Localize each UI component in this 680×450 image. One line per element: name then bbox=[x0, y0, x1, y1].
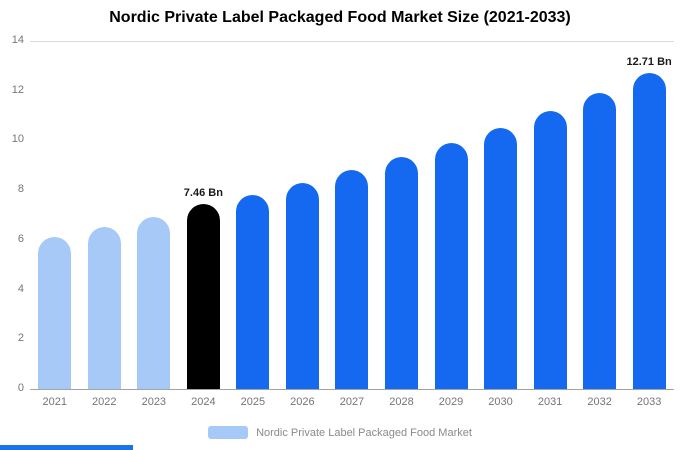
x-tick-label-2022: 2022 bbox=[92, 396, 117, 408]
bar-2021 bbox=[38, 237, 72, 389]
bar-column-2025 bbox=[228, 41, 278, 389]
bar-2025 bbox=[236, 195, 270, 389]
y-tick-label-2: 2 bbox=[17, 332, 24, 345]
bar-2022 bbox=[87, 227, 121, 389]
x-tick-label-2030: 2030 bbox=[488, 396, 513, 408]
bar-2029 bbox=[434, 143, 468, 389]
y-tick-label-6: 6 bbox=[17, 232, 24, 245]
y-tick-label-4: 4 bbox=[17, 282, 24, 295]
x-tick-label-2026: 2026 bbox=[290, 396, 315, 408]
bar-2026 bbox=[285, 183, 319, 389]
bar-2032 bbox=[583, 93, 617, 389]
bar-2028 bbox=[384, 157, 418, 389]
bar-column-2033: 12.71 Bn bbox=[624, 41, 674, 389]
bar-column-2024: 7.46 Bn bbox=[179, 41, 229, 389]
x-tick-label-2032: 2032 bbox=[587, 396, 612, 408]
legend-label: Nordic Private Label Packaged Food Marke… bbox=[256, 426, 472, 439]
x-tick-label-2025: 2025 bbox=[240, 396, 266, 408]
x-tick-label-2031: 2031 bbox=[537, 396, 563, 408]
bar-column-2021 bbox=[30, 41, 80, 389]
x-tick-label-2033: 2033 bbox=[636, 396, 662, 408]
x-tick-label-2028: 2028 bbox=[389, 396, 414, 408]
plot-area: 7.46 Bn 12.71 Bn bbox=[30, 41, 674, 389]
x-tick-label-2027: 2027 bbox=[339, 396, 365, 408]
x-tick-label-2021: 2021 bbox=[42, 396, 67, 408]
x-tick-label-2029: 2029 bbox=[438, 396, 464, 408]
bar-column-2022 bbox=[80, 41, 130, 389]
legend[interactable]: Nordic Private Label Packaged Food Marke… bbox=[0, 426, 680, 439]
bar-column-2027 bbox=[327, 41, 377, 389]
bar-column-2023 bbox=[129, 41, 179, 389]
x-tick-label-2024: 2024 bbox=[191, 396, 216, 408]
y-tick-label-0: 0 bbox=[17, 382, 24, 394]
bar-2024 bbox=[186, 204, 220, 389]
y-axis: 0 2 4 6 8 10 12 14 bbox=[0, 0, 24, 450]
bar-column-2029 bbox=[426, 41, 476, 389]
x-tick-label-2023: 2023 bbox=[141, 396, 167, 408]
bar-2023 bbox=[137, 217, 171, 389]
chart-title: Nordic Private Label Packaged Food Marke… bbox=[109, 9, 571, 26]
legend-swatch-icon bbox=[208, 426, 249, 439]
y-tick-label-10: 10 bbox=[11, 133, 24, 146]
bottom-strip bbox=[0, 445, 133, 450]
bar-2027 bbox=[335, 170, 369, 389]
bar-column-2031 bbox=[525, 41, 575, 389]
bar-column-2032 bbox=[575, 41, 625, 389]
bar-2031 bbox=[533, 111, 567, 389]
x-axis-labels: 2021 2022 2023 2024 2025 2026 2027 2028 2029 2030… bbox=[30, 396, 674, 408]
y-tick-label-12: 12 bbox=[11, 83, 24, 96]
top-gridline bbox=[30, 41, 674, 42]
bar-column-2030 bbox=[476, 41, 526, 389]
bar-column-2028 bbox=[377, 41, 427, 389]
bar-2033 bbox=[632, 73, 666, 389]
y-tick-label-14: 14 bbox=[11, 34, 24, 46]
bar-column-2026 bbox=[278, 41, 328, 389]
y-tick-label-8: 8 bbox=[17, 183, 24, 196]
x-axis-line bbox=[30, 389, 674, 390]
bar-value-label-2024: 7.46 Bn bbox=[183, 187, 223, 199]
bar-2030 bbox=[484, 128, 518, 389]
bar-value-label-2033: 12.71 Bn bbox=[626, 56, 672, 68]
